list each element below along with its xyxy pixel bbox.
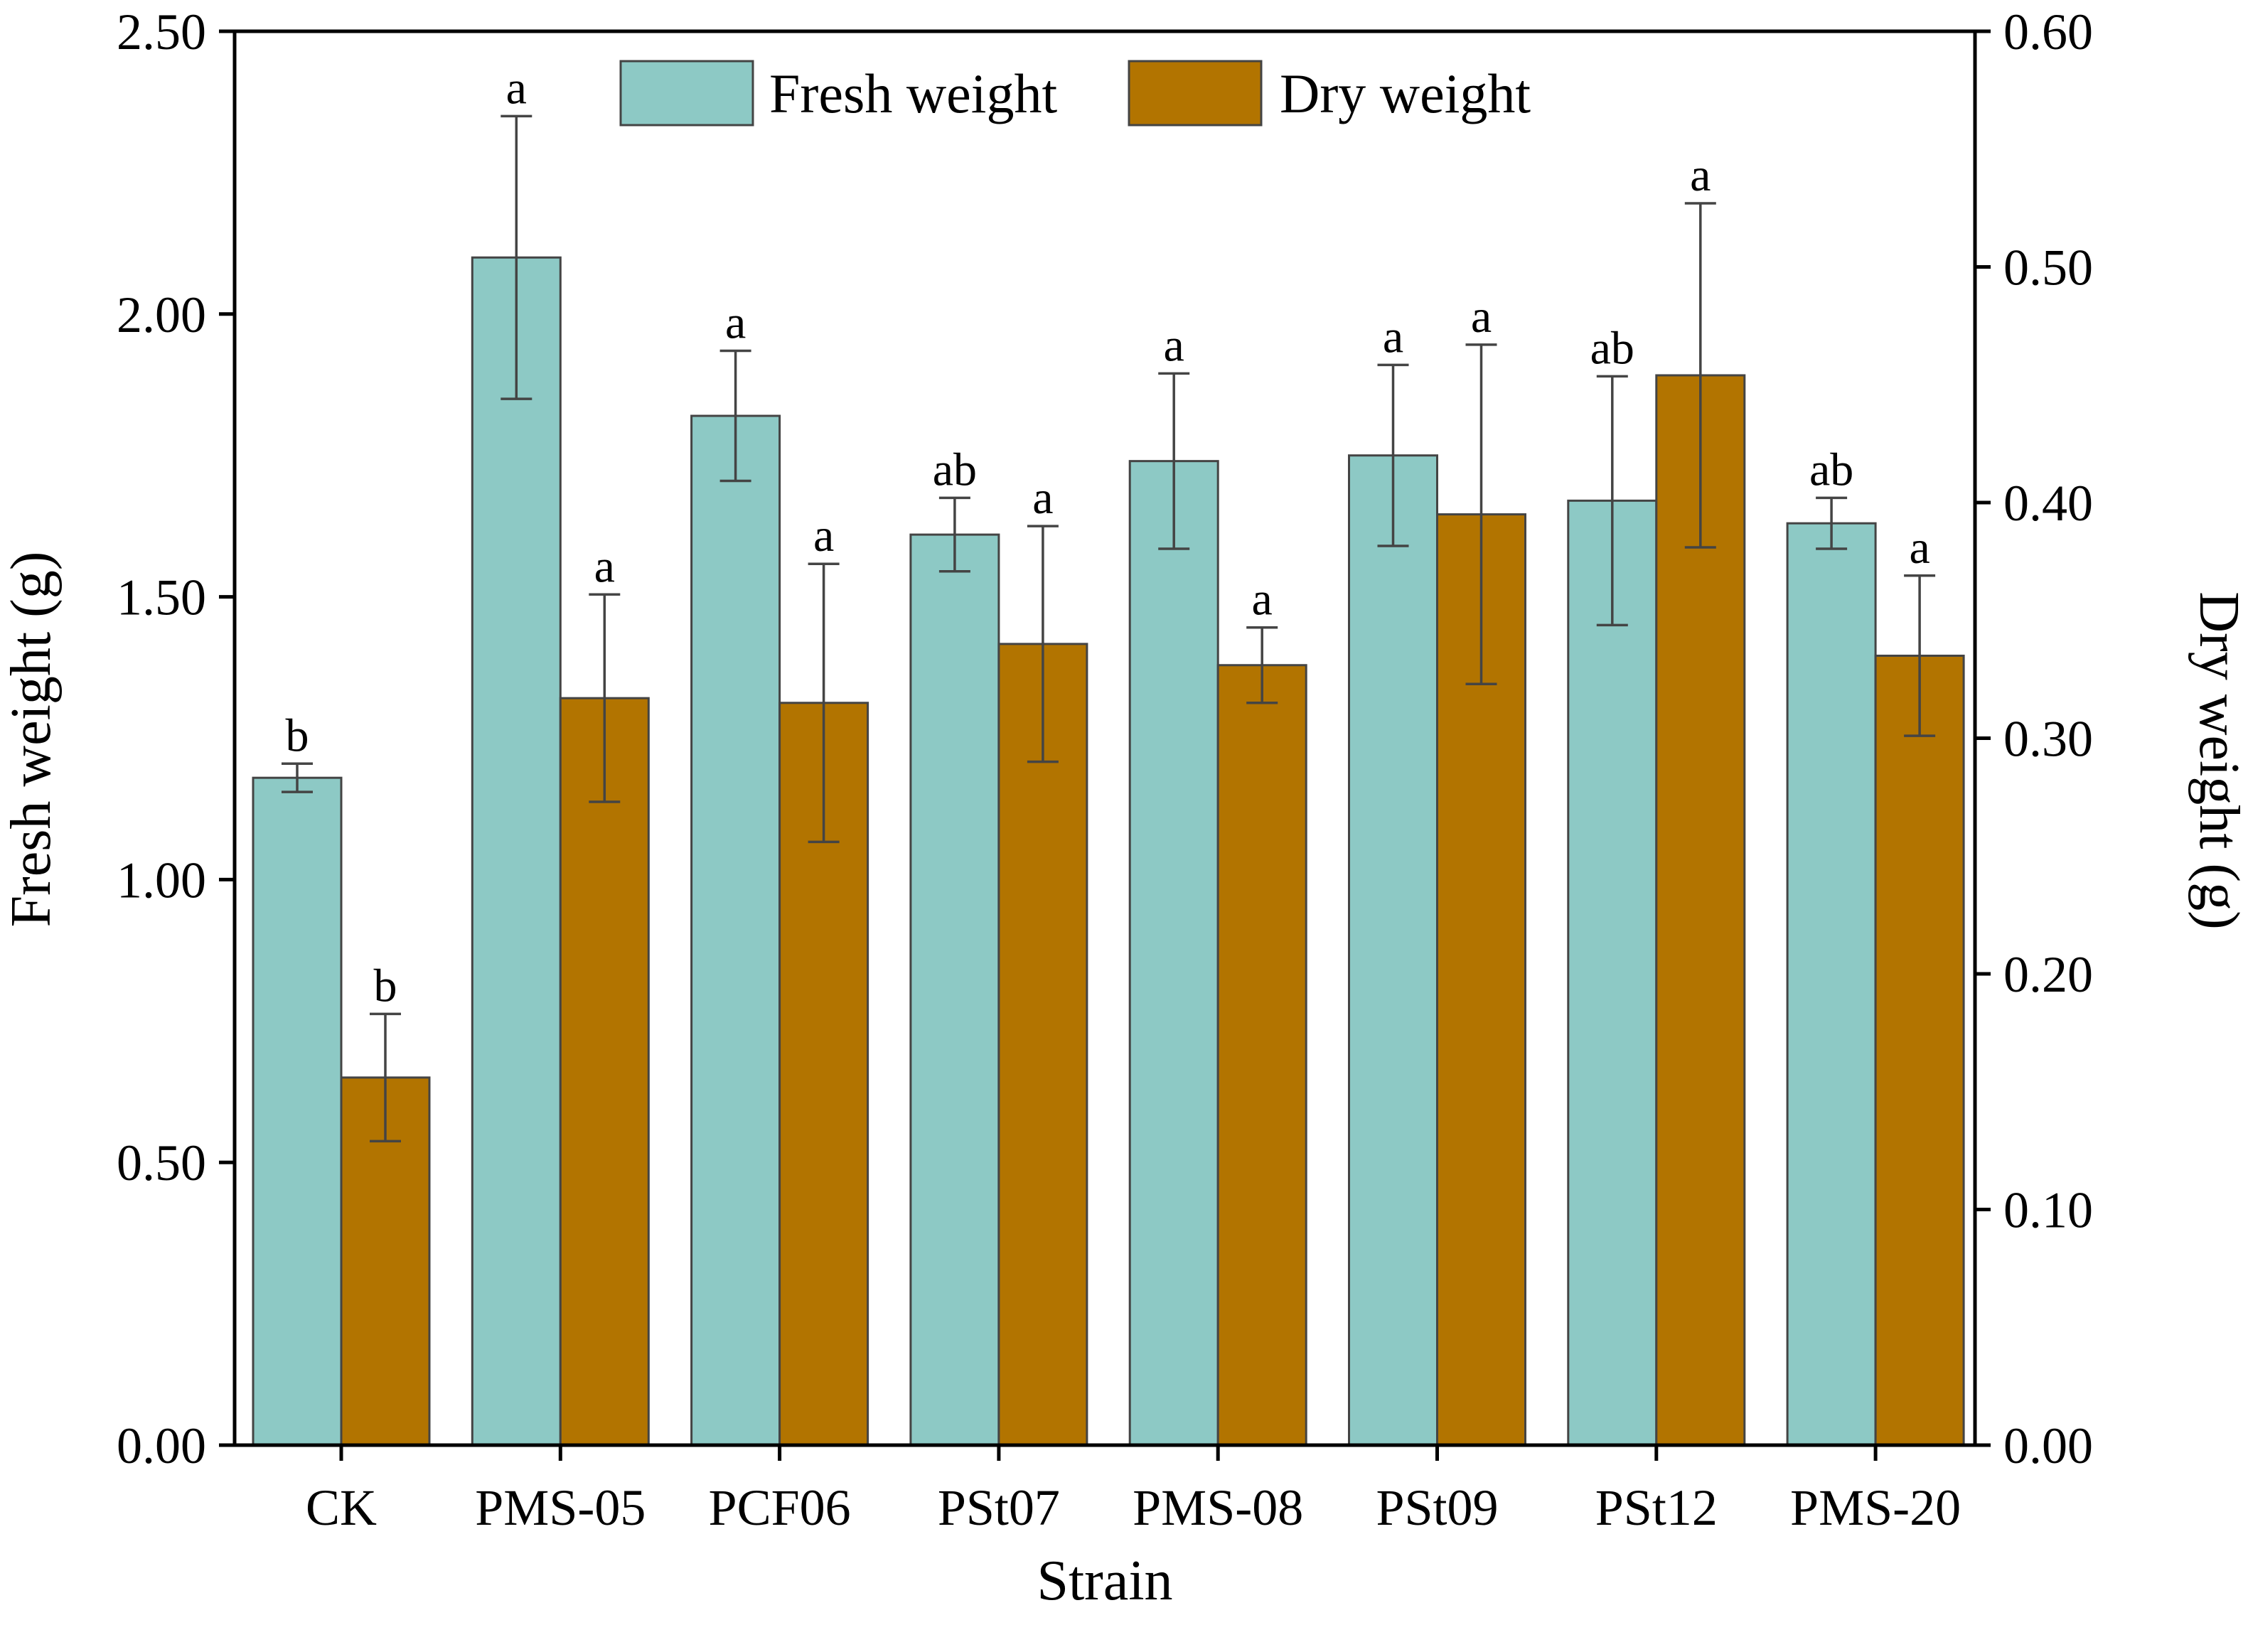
bar-fresh-pms-08 bbox=[1128, 460, 1219, 1447]
significance-fresh-pms-20: ab bbox=[1809, 444, 1853, 495]
significance-fresh-pst09: a bbox=[1383, 311, 1403, 363]
error-bar-fresh-pms-05 bbox=[501, 114, 532, 400]
bar-fresh-pms-05 bbox=[471, 256, 562, 1447]
bar-dry-pst07 bbox=[997, 643, 1088, 1447]
significance-fresh-pst07: ab bbox=[933, 444, 977, 495]
x-tick-label: PMS-08 bbox=[1133, 1479, 1303, 1536]
bar-fresh-pms-20 bbox=[1786, 522, 1877, 1447]
significance-dry-pms-08: a bbox=[1252, 574, 1273, 626]
bar-dry-pms-20 bbox=[1874, 654, 1965, 1447]
left-tick-label: 0.00 bbox=[117, 1417, 206, 1474]
right-tick-label: 0.60 bbox=[2003, 4, 2093, 60]
bar-fresh-ck bbox=[252, 776, 343, 1447]
bar-fresh-pst09 bbox=[1348, 454, 1438, 1447]
x-tick-label: PSt07 bbox=[938, 1479, 1060, 1536]
significance-fresh-pms-05: a bbox=[506, 62, 527, 114]
right-axis-ticks: 0.00 0.10 0.20 0.30 0.40 0.50 0.60 bbox=[1975, 4, 2093, 1474]
right-tick-label: 0.20 bbox=[2003, 946, 2093, 1003]
x-tick-label: PCF06 bbox=[709, 1479, 851, 1536]
right-tick-label: 0.30 bbox=[2003, 711, 2093, 768]
legend: Fresh weight Dry weight bbox=[619, 60, 1531, 127]
error-bar-fresh-pms-20 bbox=[1816, 496, 1848, 550]
error-bar-dry-pms-08 bbox=[1246, 626, 1278, 704]
left-tick-label: 1.50 bbox=[117, 569, 206, 626]
left-tick-label: 0.50 bbox=[117, 1135, 206, 1191]
bar-dry-pms-08 bbox=[1216, 664, 1307, 1447]
x-tick-label: PMS-05 bbox=[475, 1479, 646, 1536]
left-tick-label: 1.00 bbox=[117, 852, 206, 908]
left-axis-ticks: 0.00 0.50 1.00 1.50 2.00 2.50 bbox=[117, 4, 235, 1474]
left-tick-label: 2.00 bbox=[117, 286, 206, 343]
error-bar-dry-pms-05 bbox=[589, 593, 621, 803]
significance-dry-pst07: a bbox=[1032, 472, 1053, 524]
bar-fresh-pst12 bbox=[1567, 499, 1658, 1447]
error-bar-dry-pst09 bbox=[1465, 343, 1497, 686]
error-bar-dry-pst07 bbox=[1027, 525, 1059, 763]
x-tick-label: CK bbox=[306, 1479, 377, 1536]
significance-dry-pcf06: a bbox=[813, 510, 834, 562]
error-bar-fresh-pst09 bbox=[1377, 363, 1409, 547]
legend-label-dry-weight: Dry weight bbox=[1280, 63, 1531, 124]
significance-dry-pst09: a bbox=[1471, 291, 1492, 343]
left-tick-label: 2.50 bbox=[117, 4, 206, 60]
error-bar-fresh-pms-08 bbox=[1158, 372, 1190, 550]
right-tick-label: 0.50 bbox=[2003, 240, 2093, 296]
error-bar-fresh-ck bbox=[282, 762, 313, 793]
significance-fresh-pms-08: a bbox=[1164, 319, 1184, 371]
x-tick-label: PSt09 bbox=[1376, 1479, 1498, 1536]
bars-layer bbox=[252, 256, 1965, 1447]
significance-fresh-pcf06: a bbox=[725, 297, 746, 349]
error-bar-dry-pcf06 bbox=[808, 562, 840, 844]
significance-labels-layer: b b a a a a ab a a a a a ab a ab a bbox=[286, 62, 1930, 1012]
error-bars-layer bbox=[282, 114, 1936, 1143]
legend-swatch-dry-weight bbox=[1128, 60, 1263, 127]
right-tick-label: 0.10 bbox=[2003, 1182, 2093, 1239]
bar-fresh-pcf06 bbox=[690, 414, 781, 1447]
x-tick-label: PMS-20 bbox=[1790, 1479, 1961, 1536]
error-bar-fresh-pst07 bbox=[938, 496, 970, 573]
significance-fresh-pst12: ab bbox=[1590, 322, 1634, 374]
x-axis-ticks: CK PMS-05 PCF06 PSt07 PMS-08 PSt09 PSt12 PMS-20 bbox=[306, 1445, 1961, 1536]
significance-fresh-ck: b bbox=[286, 709, 309, 761]
x-tick-label: PSt12 bbox=[1595, 1479, 1718, 1536]
significance-dry-pms-05: a bbox=[594, 540, 615, 592]
error-bar-dry-pst12 bbox=[1684, 202, 1716, 549]
right-tick-label: 0.40 bbox=[2003, 475, 2093, 532]
significance-dry-pst12: a bbox=[1690, 149, 1711, 201]
left-axis-title: Fresh weight (g) bbox=[0, 552, 63, 928]
error-bar-fresh-pst12 bbox=[1596, 375, 1628, 627]
right-axis-title: Dry weight (g) bbox=[2188, 591, 2248, 929]
bar-dry-pst12 bbox=[1655, 374, 1746, 1447]
significance-dry-ck: b bbox=[374, 960, 397, 1012]
error-bar-dry-ck bbox=[370, 1012, 401, 1143]
error-bar-fresh-pcf06 bbox=[719, 349, 751, 483]
x-axis-title: Strain bbox=[1037, 1550, 1172, 1612]
legend-label-fresh-weight: Fresh weight bbox=[769, 63, 1057, 124]
legend-swatch-fresh-weight bbox=[619, 60, 754, 127]
right-tick-label: 0.00 bbox=[2003, 1417, 2093, 1474]
bar-fresh-pst07 bbox=[909, 533, 1000, 1447]
bar-dry-pms-05 bbox=[559, 697, 650, 1447]
error-bar-dry-pms-20 bbox=[1904, 574, 1936, 737]
significance-dry-pms-20: a bbox=[1909, 522, 1929, 574]
